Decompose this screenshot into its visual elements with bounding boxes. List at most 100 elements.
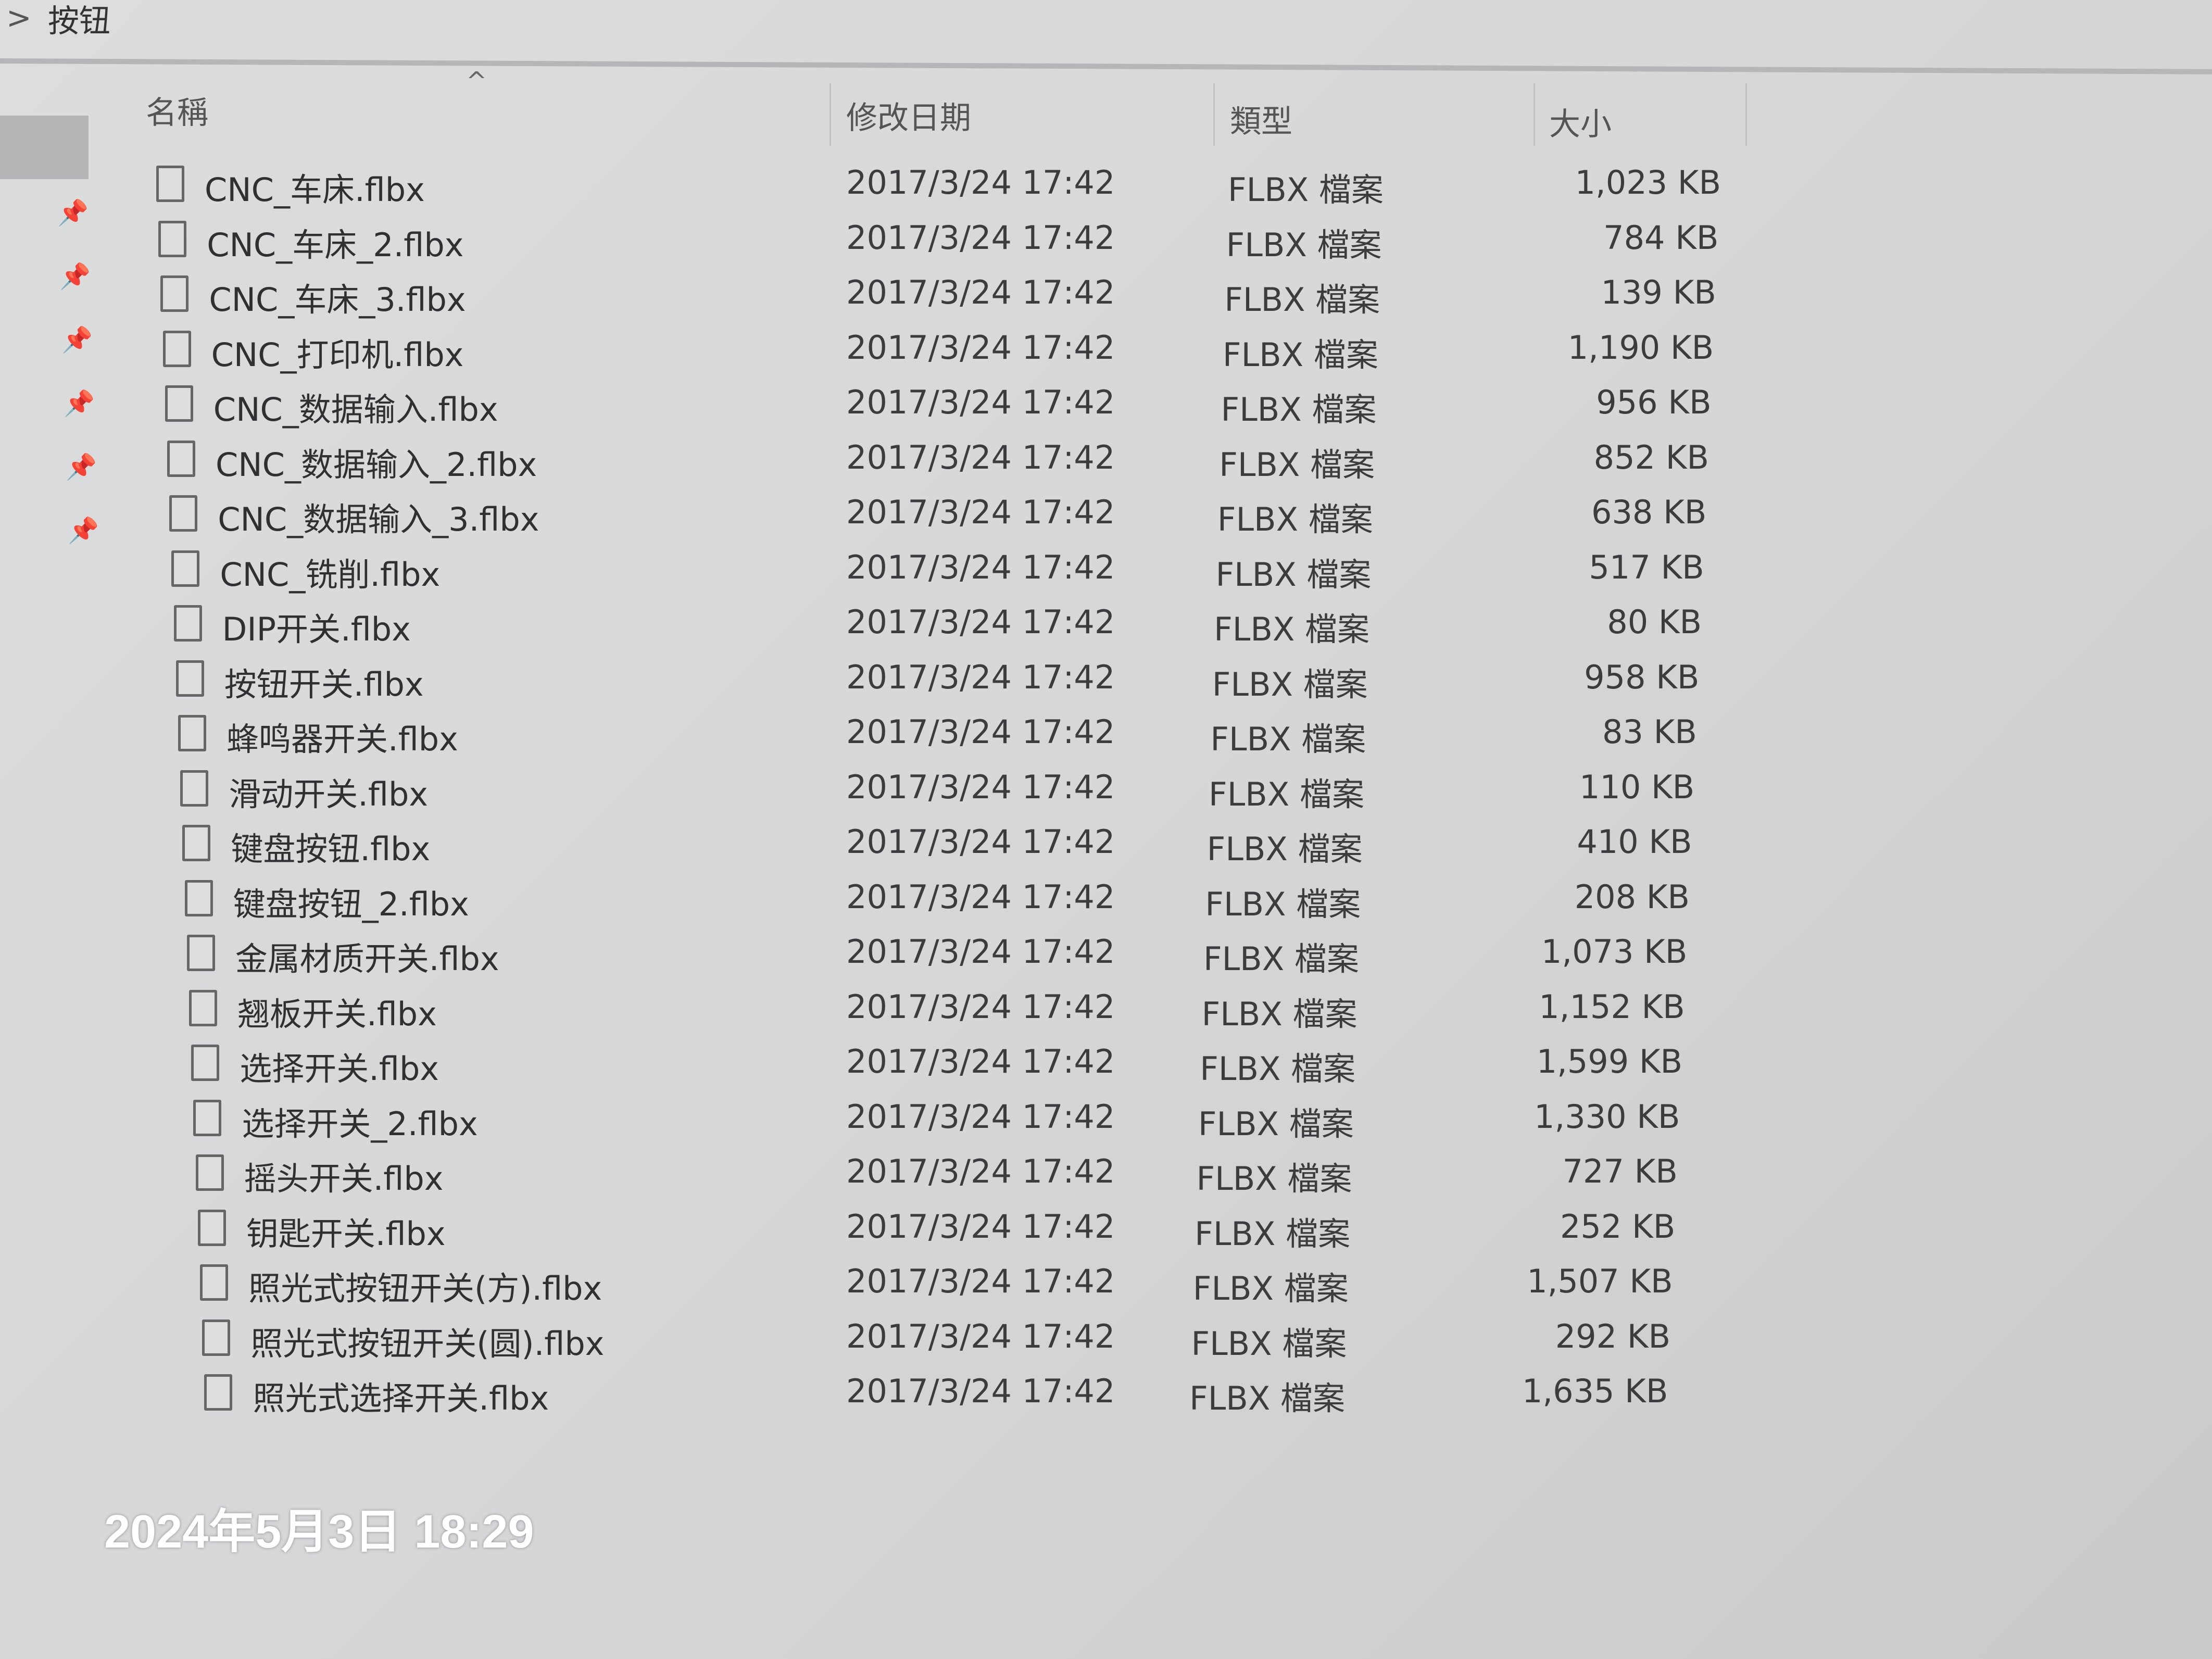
file-date: 2017/3/24 17:42 <box>846 1152 1115 1190</box>
file-icon <box>202 1319 231 1356</box>
file-type: FLBX 檔案 <box>1228 171 1384 209</box>
file-row[interactable]: CNC_铣削.flbx 2017/3/24 17:42 FLBX 檔案 517 … <box>0 548 1770 606</box>
file-icon <box>200 1264 228 1301</box>
column-header-name[interactable]: 名稱 <box>146 95 208 131</box>
file-type: FLBX 檔案 <box>1217 500 1373 538</box>
file-name[interactable]: CNC_数据输入_3.flbx <box>218 500 539 538</box>
file-type: FLBX 檔案 <box>1198 1104 1354 1143</box>
file-row[interactable]: CNC_车床.flbx 2017/3/24 17:42 FLBX 檔案 1,02… <box>0 164 1770 221</box>
file-row[interactable]: 照光式选择开关.flbx 2017/3/24 17:42 FLBX 檔案 1,6… <box>0 1372 1770 1429</box>
file-name[interactable]: CNC_打印机.flbx <box>211 335 464 374</box>
file-name[interactable]: CNC_车床.flbx <box>205 171 425 209</box>
file-date: 2017/3/24 17:42 <box>846 164 1115 202</box>
column-header-type[interactable]: 類型 <box>1230 104 1292 140</box>
file-type: FLBX 檔案 <box>1214 610 1370 648</box>
file-name[interactable]: 键盘按钮.flbx <box>231 830 431 868</box>
file-size: 252 KB <box>1560 1207 1676 1246</box>
file-row[interactable]: 滑动开关.flbx 2017/3/24 17:42 FLBX 檔案 110 KB <box>0 768 1770 825</box>
file-row[interactable]: CNC_数据输入_2.flbx 2017/3/24 17:42 FLBX 檔案 … <box>0 438 1770 496</box>
file-icon <box>158 220 187 257</box>
file-size: 1,190 KB <box>1567 328 1714 367</box>
file-name[interactable]: 翘板开关.flbx <box>237 995 437 1033</box>
file-type: FLBX 檔案 <box>1219 445 1375 484</box>
file-icon <box>169 495 198 532</box>
file-icon <box>186 935 215 971</box>
pin-icon[interactable]: 📌 <box>57 198 89 228</box>
file-type: FLBX 檔案 <box>1215 555 1372 594</box>
column-divider[interactable] <box>1534 83 1535 146</box>
column-header-date[interactable]: 修改日期 <box>846 100 971 136</box>
file-type: FLBX 檔案 <box>1224 281 1380 319</box>
file-name[interactable]: 金属材质开关.flbx <box>235 940 499 978</box>
file-name[interactable]: CNC_数据输入_2.flbx <box>216 445 537 484</box>
file-list: CNC_车床.flbx 2017/3/24 17:42 FLBX 檔案 1,02… <box>0 164 1770 1429</box>
file-row[interactable]: 蜂鸣器开关.flbx 2017/3/24 17:42 FLBX 檔案 83 KB <box>0 713 1770 770</box>
column-divider[interactable] <box>830 83 831 146</box>
file-date: 2017/3/24 17:42 <box>846 273 1115 311</box>
pin-icon[interactable]: 📌 <box>68 516 99 545</box>
file-row[interactable]: CNC_数据输入_3.flbx 2017/3/24 17:42 FLBX 檔案 … <box>0 493 1770 550</box>
file-row[interactable]: 选择开关_2.flbx 2017/3/24 17:42 FLBX 檔案 1,33… <box>0 1098 1770 1155</box>
file-row[interactable]: CNC_车床_3.flbx 2017/3/24 17:42 FLBX 檔案 13… <box>0 273 1770 331</box>
file-size: 139 KB <box>1601 273 1716 311</box>
file-date: 2017/3/24 17:42 <box>846 328 1115 367</box>
file-size: 517 KB <box>1589 548 1704 586</box>
file-row[interactable]: 选择开关.flbx 2017/3/24 17:42 FLBX 檔案 1,599 … <box>0 1042 1770 1100</box>
file-date: 2017/3/24 17:42 <box>846 493 1115 531</box>
file-name[interactable]: 照光式选择开关.flbx <box>253 1379 549 1417</box>
sort-ascending-icon[interactable]: ^ <box>466 67 487 96</box>
file-name[interactable]: 照光式按钮开关(方).flbx <box>248 1270 602 1308</box>
file-row[interactable]: 钥匙开关.flbx 2017/3/24 17:42 FLBX 檔案 252 KB <box>0 1207 1770 1265</box>
file-type: FLBX 檔案 <box>1206 830 1363 868</box>
file-row[interactable]: 金属材质开关.flbx 2017/3/24 17:42 FLBX 檔案 1,07… <box>0 933 1770 990</box>
file-name[interactable]: DIP开关.flbx <box>222 610 411 648</box>
file-size: 1,635 KB <box>1522 1372 1668 1410</box>
sidebar-selected-item[interactable] <box>0 116 89 179</box>
file-name[interactable]: 蜂鸣器开关.flbx <box>227 720 458 758</box>
file-name[interactable]: 选择开关_2.flbx <box>242 1104 478 1143</box>
file-row[interactable]: CNC_打印机.flbx 2017/3/24 17:42 FLBX 檔案 1,1… <box>0 328 1770 386</box>
column-divider[interactable] <box>1213 83 1215 146</box>
file-row[interactable]: CNC_车床_2.flbx 2017/3/24 17:42 FLBX 檔案 78… <box>0 218 1770 276</box>
file-name[interactable]: 选择开关.flbx <box>240 1050 439 1088</box>
file-icon <box>160 275 189 312</box>
file-name[interactable]: CNC_铣削.flbx <box>220 555 441 594</box>
file-size: 727 KB <box>1562 1152 1678 1190</box>
file-row[interactable]: 键盘按钮_2.flbx 2017/3/24 17:42 FLBX 檔案 208 … <box>0 878 1770 935</box>
pin-icon[interactable]: 📌 <box>59 262 91 291</box>
file-row[interactable]: CNC_数据输入.flbx 2017/3/24 17:42 FLBX 檔案 95… <box>0 383 1770 441</box>
file-row[interactable]: DIP开关.flbx 2017/3/24 17:42 FLBX 檔案 80 KB <box>0 603 1770 660</box>
file-row[interactable]: 按钮开关.flbx 2017/3/24 17:42 FLBX 檔案 958 KB <box>0 658 1770 715</box>
pin-icon[interactable]: 📌 <box>64 389 95 418</box>
file-size: 1,152 KB <box>1539 987 1685 1026</box>
file-name[interactable]: 摇头开关.flbx <box>244 1160 444 1198</box>
file-type: FLBX 檔案 <box>1191 1324 1347 1363</box>
file-row[interactable]: 照光式按钮开关(方).flbx 2017/3/24 17:42 FLBX 檔案 … <box>0 1262 1770 1319</box>
file-name[interactable]: 照光式按钮开关(圆).flbx <box>250 1324 605 1363</box>
file-icon <box>189 989 217 1026</box>
file-name[interactable]: CNC_车床_3.flbx <box>209 281 466 319</box>
file-name[interactable]: 钥匙开关.flbx <box>246 1214 446 1253</box>
file-row[interactable]: 摇头开关.flbx 2017/3/24 17:42 FLBX 檔案 727 KB <box>0 1152 1770 1210</box>
file-name[interactable]: 滑动开关.flbx <box>229 775 428 813</box>
file-row[interactable]: 翘板开关.flbx 2017/3/24 17:42 FLBX 檔案 1,152 … <box>0 987 1770 1045</box>
file-size: 638 KB <box>1591 493 1707 531</box>
file-type: FLBX 檔案 <box>1195 1214 1351 1253</box>
file-row[interactable]: 键盘按钮.flbx 2017/3/24 17:42 FLBX 檔案 410 KB <box>0 823 1770 880</box>
file-size: 110 KB <box>1579 768 1695 806</box>
breadcrumb-current-folder[interactable]: 按钮 <box>48 3 110 40</box>
file-row[interactable]: 照光式按钮开关(圆).flbx 2017/3/24 17:42 FLBX 檔案 … <box>0 1317 1770 1375</box>
pin-icon[interactable]: 📌 <box>66 453 97 482</box>
file-name[interactable]: CNC_车床_2.flbx <box>207 225 464 264</box>
file-size: 956 KB <box>1596 383 1712 421</box>
file-name[interactable]: 按钮开关.flbx <box>224 665 424 703</box>
file-size: 1,507 KB <box>1527 1262 1673 1300</box>
file-icon <box>173 605 202 642</box>
file-date: 2017/3/24 17:42 <box>846 218 1115 257</box>
pin-icon[interactable]: 📌 <box>61 325 93 355</box>
column-divider[interactable] <box>1745 83 1747 146</box>
column-header-size[interactable]: 大小 <box>1549 106 1612 143</box>
file-type: FLBX 檔案 <box>1226 225 1382 264</box>
file-name[interactable]: 键盘按钮_2.flbx <box>233 885 469 923</box>
file-name[interactable]: CNC_数据输入.flbx <box>213 391 498 429</box>
